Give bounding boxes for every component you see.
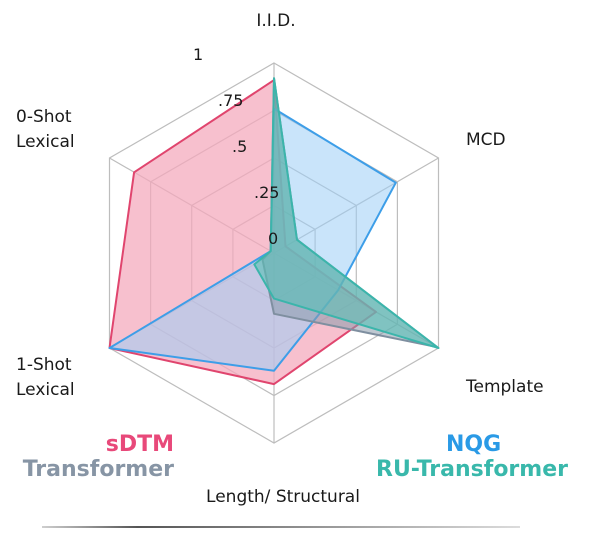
- series-layer: [108, 77, 440, 386]
- legend-sdtm: sDTM: [105, 432, 174, 457]
- series-ru-transformer: [253, 77, 440, 349]
- tick-label: .5: [232, 137, 247, 156]
- bottom-rule: [42, 526, 520, 528]
- legend-ru-transformer: RU-Transformer: [376, 457, 568, 482]
- tick-label: .75: [218, 91, 243, 110]
- legend-nqg: NQG: [446, 432, 502, 457]
- tick-label: .25: [254, 183, 279, 202]
- tick-labels: 0 .25 .5 .75 1: [193, 45, 279, 248]
- axis-labels: I.I.D. MCD Template Length/ Structural 1-Sho…: [16, 11, 544, 507]
- tick-label: 1: [193, 45, 203, 64]
- axis-label-3: Template: [465, 377, 544, 397]
- legend-transformer: Transformer: [22, 457, 174, 482]
- axis-label-1: I.I.D.: [256, 11, 295, 31]
- axis-label-5: 1-Shot Lexical: [16, 355, 75, 400]
- axis-label-6: 0-Shot Lexical: [16, 107, 75, 152]
- axis-label-4: Length/ Structural: [206, 487, 360, 507]
- tick-label: 0: [268, 229, 278, 248]
- axis-label-2: MCD: [466, 130, 506, 150]
